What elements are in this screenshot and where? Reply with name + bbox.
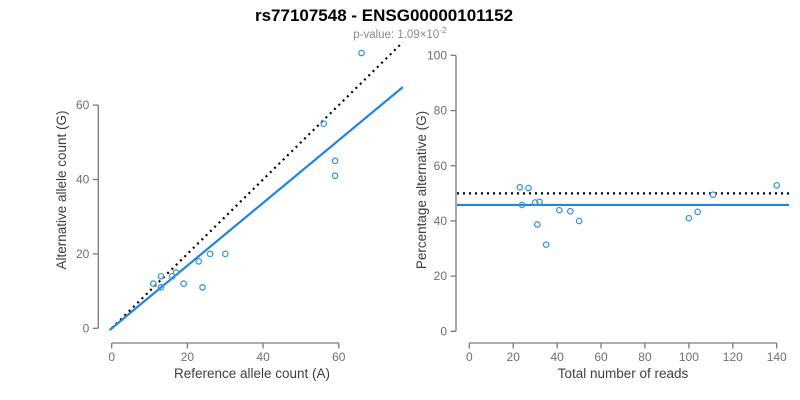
- data-point: [555, 206, 563, 214]
- x-tick-label: 40: [550, 350, 564, 364]
- figure-title: rs77107548 - ENSG00000101152: [254, 6, 514, 25]
- data-point: [221, 250, 229, 258]
- data-point: [172, 269, 180, 276]
- data-point: [685, 214, 693, 222]
- data-point: [709, 191, 717, 199]
- identity-line: [110, 42, 403, 330]
- x-tick-label: 80: [638, 350, 652, 364]
- x-tick-label: 120: [723, 350, 743, 364]
- y-tick-label: 0: [440, 324, 447, 338]
- data-point: [195, 257, 203, 265]
- x-tick-label: 140: [767, 350, 787, 364]
- y-tick-label: 100: [427, 48, 447, 62]
- y-tick-label: 60: [76, 98, 90, 112]
- x-tick-label: 60: [594, 350, 608, 364]
- x-tick-label: 20: [181, 350, 195, 364]
- y-tick-label: 40: [76, 172, 90, 186]
- allele-count-plot: 0 20 40 60 0 20 40 60: [76, 42, 403, 364]
- data-point: [199, 284, 206, 291]
- x-tick-label: 100: [679, 350, 699, 364]
- y-tick-label: 60: [434, 159, 448, 173]
- data-point: [518, 201, 526, 209]
- left-xaxis-title: Reference allele count (A): [174, 366, 330, 381]
- data-point: [206, 250, 214, 258]
- pvalue-text: p-value: 1.09×10: [353, 28, 440, 41]
- data-point: [525, 184, 532, 192]
- data-point: [773, 181, 781, 189]
- x-tick-label: 0: [466, 350, 473, 364]
- fit-line: [108, 86, 403, 332]
- x-tick-label: 40: [256, 350, 270, 364]
- data-point: [516, 183, 524, 191]
- x-tick-label: 20: [507, 350, 521, 364]
- data-point: [149, 280, 157, 287]
- figure-subtitle: p-value: 1.09×10-2: [0, 25, 800, 41]
- y-tick-label: 0: [83, 321, 90, 335]
- y-tick-label: 20: [76, 247, 90, 261]
- data-point: [331, 157, 339, 165]
- x-tick-label: 0: [108, 350, 115, 364]
- data-point: [534, 221, 541, 228]
- x-tick-label: 60: [332, 350, 346, 364]
- right-yaxis-title: Percentage alternative (G): [414, 111, 429, 269]
- right-xaxis-title: Total number of reads: [558, 366, 689, 381]
- data-point: [331, 172, 339, 180]
- y-tick-label: 20: [434, 269, 448, 283]
- data-point: [320, 120, 328, 128]
- data-point: [157, 284, 165, 291]
- pvalue-exponent: -2: [439, 25, 447, 35]
- data-point: [575, 217, 583, 225]
- left-yaxis-title: Alternative allele count (G): [54, 110, 69, 269]
- data-point: [694, 208, 702, 216]
- data-point: [566, 207, 574, 215]
- percentage-plot: 0 20 40 60 80 100 120 140 0 20 40 60 80 100: [427, 48, 789, 364]
- data-point: [157, 272, 165, 280]
- data-point: [180, 280, 187, 287]
- y-tick-label: 80: [434, 104, 448, 118]
- data-point: [358, 49, 365, 57]
- data-point: [536, 198, 543, 206]
- data-point: [168, 272, 176, 280]
- data-point: [531, 199, 539, 206]
- data-point: [542, 241, 550, 249]
- y-tick-label: 40: [434, 214, 448, 228]
